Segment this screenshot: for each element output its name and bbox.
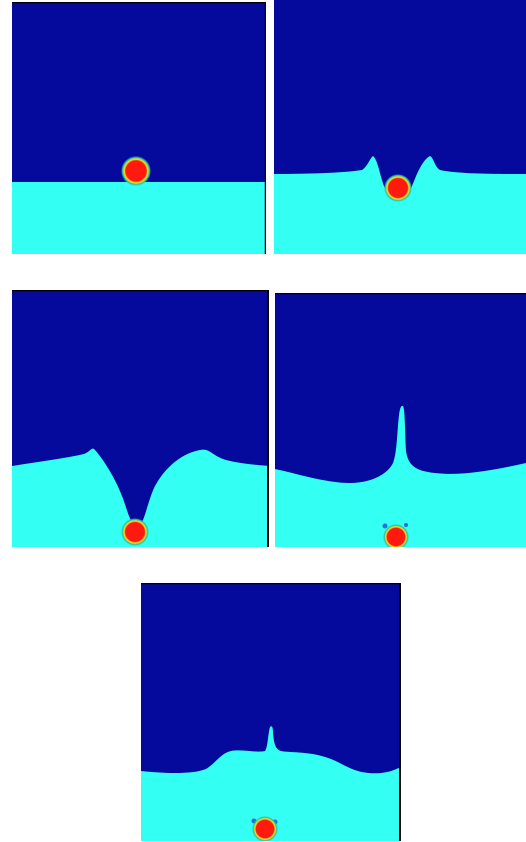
panel-4 [275, 293, 526, 547]
panel-1-image [12, 2, 266, 254]
liquid-region [274, 156, 526, 254]
bubble [382, 523, 388, 529]
panel-4-image [275, 293, 526, 547]
particle [384, 174, 412, 202]
panel-1 [12, 2, 266, 254]
panel-3-image [12, 290, 269, 547]
particle [121, 156, 151, 186]
liquid-region [275, 405, 526, 547]
panel-3 [12, 290, 269, 547]
particle [252, 816, 278, 841]
liquid-region [141, 726, 401, 841]
panel-2 [274, 0, 526, 254]
liquid-region [12, 448, 269, 547]
liquid-region [12, 182, 266, 254]
particle [383, 524, 409, 547]
panel-5 [141, 583, 401, 841]
particle [121, 518, 149, 546]
panel-5-image [141, 583, 401, 841]
panel-2-image [274, 0, 526, 254]
bubble [404, 523, 408, 527]
